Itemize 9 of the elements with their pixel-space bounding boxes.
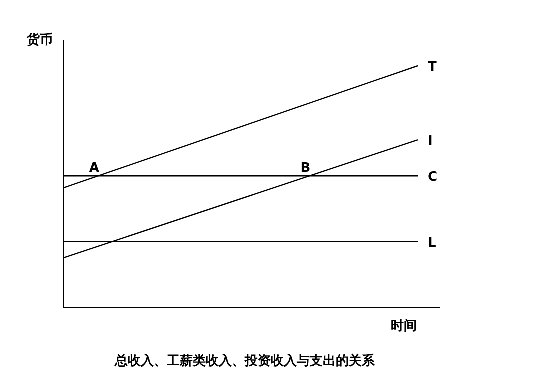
annotation: B <box>300 161 311 176</box>
series-label: I <box>428 134 433 150</box>
series-label: C <box>428 170 438 186</box>
series-label: T <box>428 60 437 75</box>
xlabel: 时间 <box>391 319 417 334</box>
title: 总收入、工薪类收入、投资收入与支出的关系 <box>115 354 375 369</box>
ylabel: 货币 <box>27 33 53 48</box>
series-label: L <box>428 236 436 251</box>
annotation: A <box>89 161 100 176</box>
